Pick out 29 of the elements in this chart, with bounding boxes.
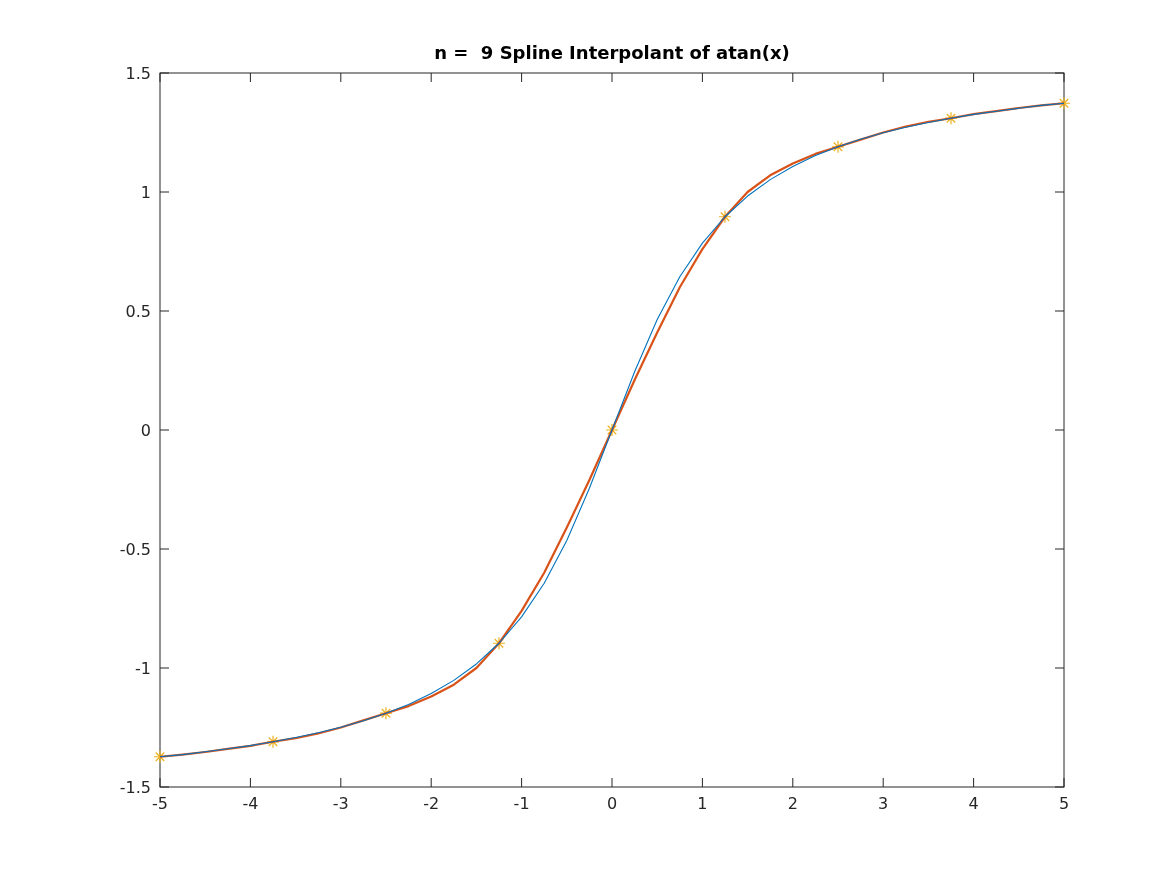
x-tick-label: 2 [787,794,798,813]
point [605,423,619,437]
line-series [159,102,1065,758]
point [944,111,958,125]
y-tick-label: -0.5 [119,540,151,559]
point [492,636,506,650]
y-tick-label: 1.5 [125,64,151,83]
x-tick-label: 3 [878,794,889,813]
point [831,140,845,154]
x-tick-label: -1 [513,794,530,813]
x-tick-label: 4 [968,794,979,813]
point [153,750,167,764]
y-tick-label: 1 [140,183,151,202]
x-tick-label: -5 [152,794,168,813]
point [379,706,393,720]
point [266,735,280,749]
y-tick-label: 0 [140,421,151,440]
point [1057,96,1071,110]
x-tick-label: 0 [606,794,618,813]
x-tick-label: -4 [242,794,259,813]
y-tick-label: 0.5 [125,302,151,321]
y-tick-label: -1 [135,659,151,678]
chart-title: n = 9 Spline Interpolant of atan(x) [434,42,790,63]
x-tick-label: 5 [1058,794,1070,813]
x-tick-label: -3 [332,794,349,813]
x-tick-label: -2 [423,794,440,813]
y-tick-label: -1.5 [119,778,151,797]
x-tick-label: 1 [697,794,708,813]
point [718,210,732,224]
